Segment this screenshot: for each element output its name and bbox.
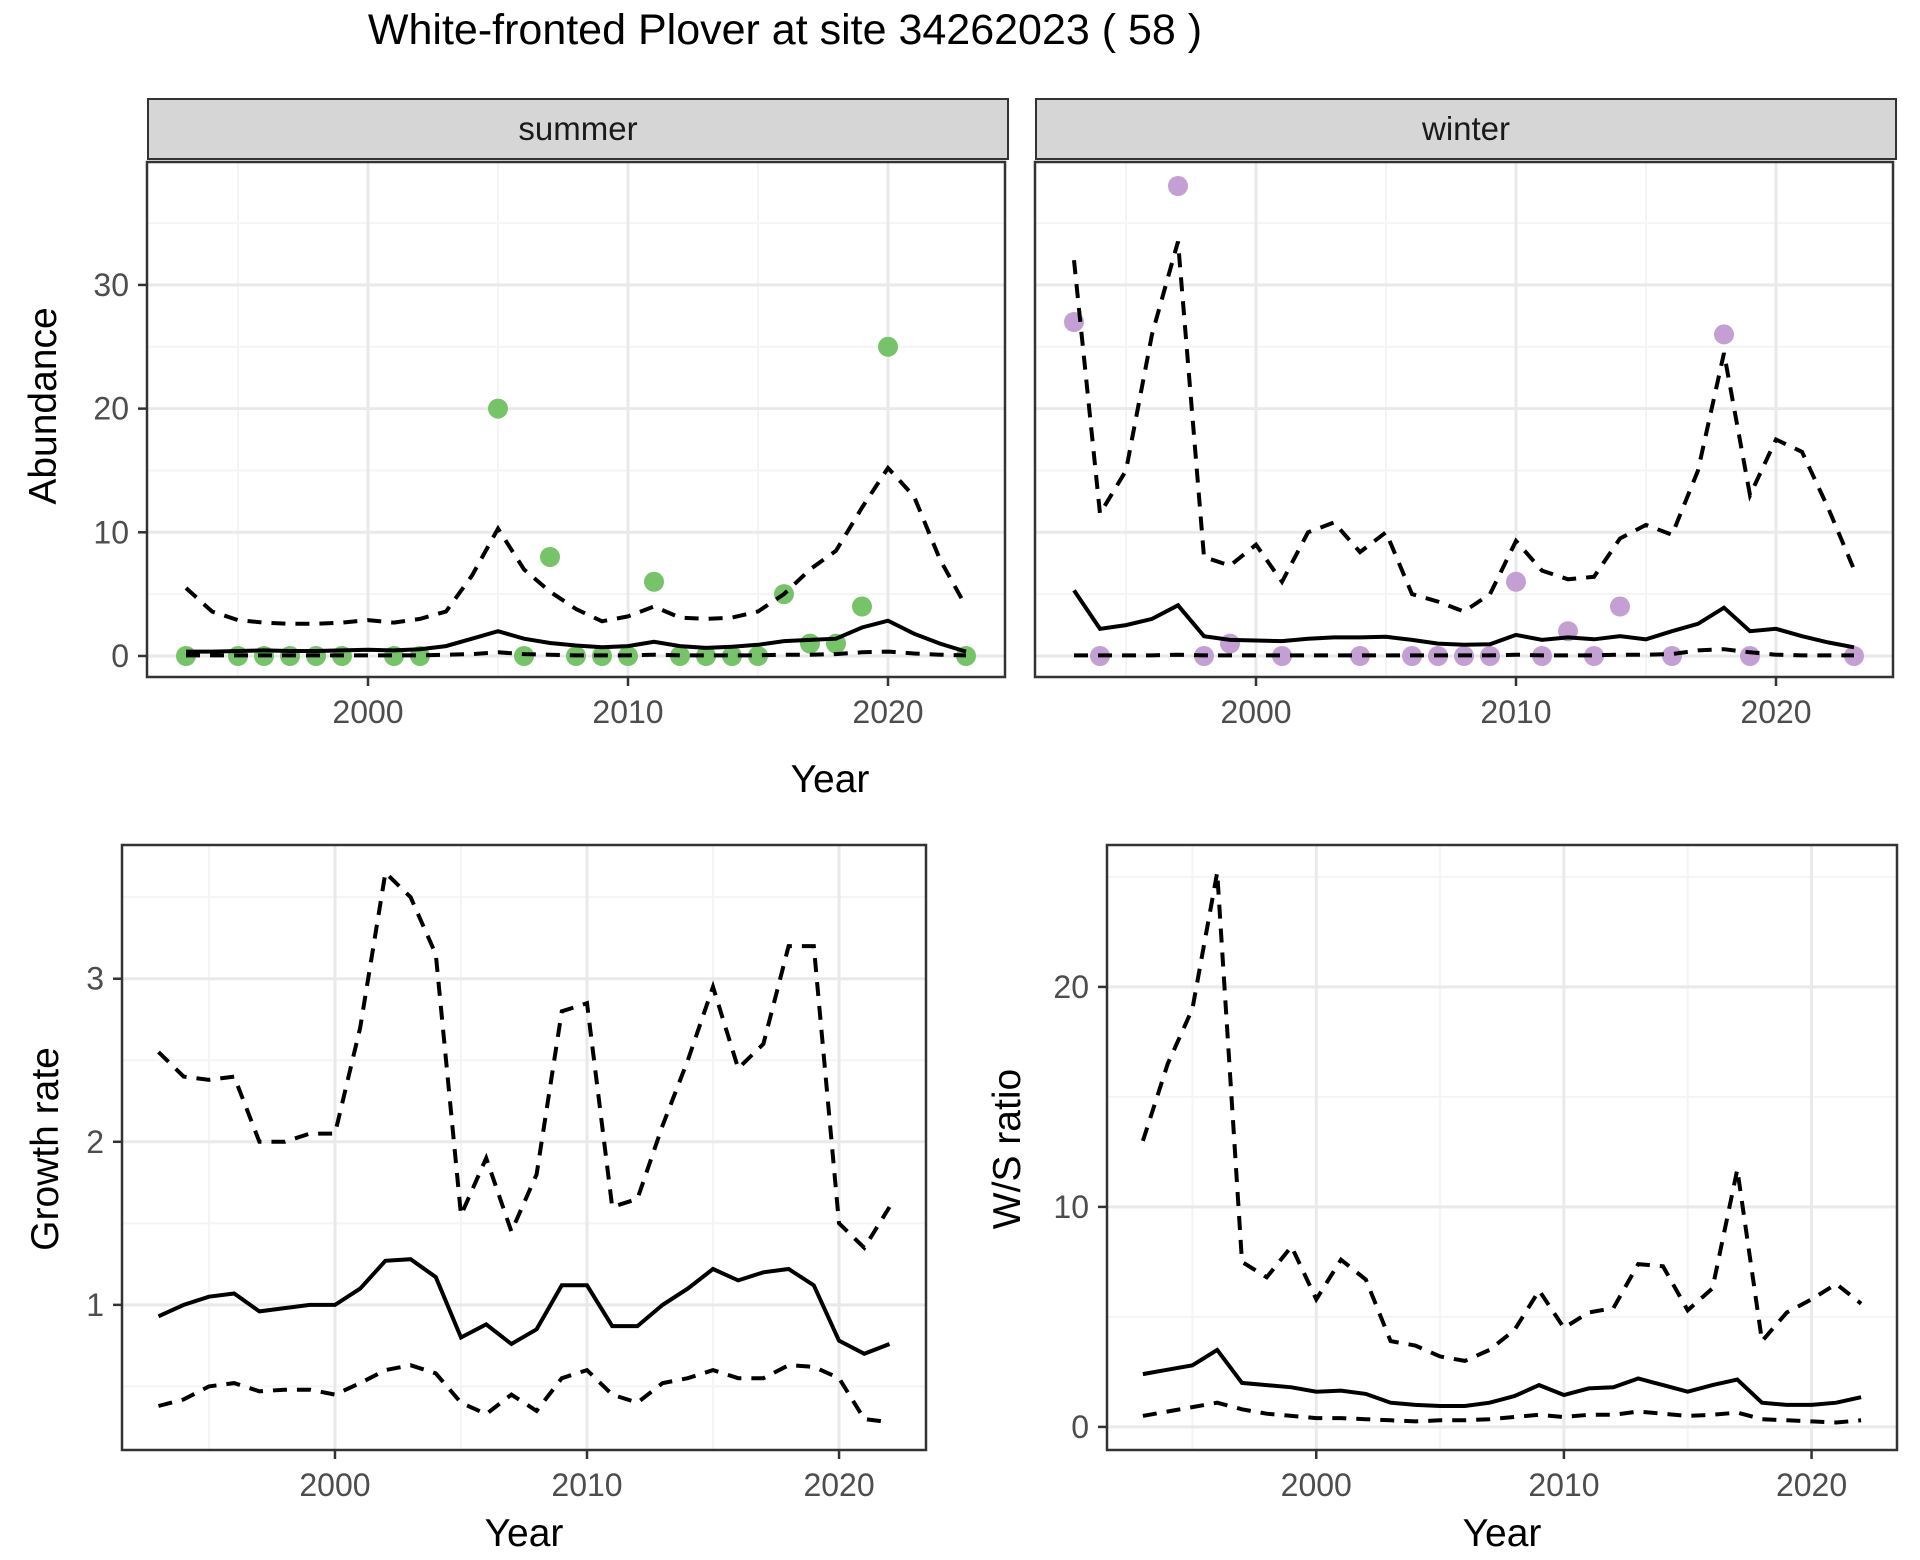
growth-rate-upper_ci-line: [157, 868, 892, 1251]
abundance-winter-point: [1740, 646, 1760, 666]
abundance-winter-series: [1064, 176, 1864, 666]
abundance-winter-mean-line: [1072, 589, 1855, 650]
x-tick-label: 2010: [592, 694, 663, 730]
ws-ratio-series: [1140, 872, 1863, 1425]
abundance-winter-point: [1168, 176, 1188, 196]
x-tick-label: 2000: [299, 1467, 370, 1503]
abundance-winter-point: [1506, 571, 1526, 592]
facet-label-winter: winter: [1421, 110, 1511, 147]
x-tick-label: 2020: [1776, 1467, 1847, 1503]
ws-ratio-lower_ci-line: [1142, 1400, 1862, 1425]
growth-rate-panel: 2000 2010 2020 1 2 3: [86, 843, 928, 1503]
x-tick-label: 2000: [1220, 694, 1291, 730]
y-tick-label: 3: [86, 961, 104, 997]
facet-label-summer: summer: [518, 110, 638, 147]
plot-title: White-fronted Plover at site 34262023 ( …: [367, 6, 1203, 54]
panel-border: [1033, 160, 1895, 679]
y-tick-label: 0: [1071, 1409, 1089, 1445]
y-tick-label: 0: [111, 638, 129, 674]
abundance-summer-panel: 2000 2010 2020 0 10 20 30: [93, 160, 1007, 730]
y-tick-label: 2: [86, 1124, 104, 1160]
facet-strip-winter: winter: [1035, 98, 1897, 160]
abundance-summer-lower_ci-line: [186, 649, 967, 658]
y-tick-label: 1: [86, 1287, 104, 1323]
x-axis-title-year-growth: Year: [484, 1512, 564, 1555]
abundance-winter-panel: 2000 2010 2020: [1033, 160, 1895, 730]
growth-rate-series: [157, 868, 892, 1425]
x-tick-label: 2010: [1528, 1467, 1599, 1503]
ws-ratio-panel: 2000 2010 2020 0 10 20: [1053, 843, 1899, 1503]
abundance-summer-upper_ci-line: [184, 464, 968, 626]
x-tick-label: 2000: [1281, 1467, 1352, 1503]
abundance-summer-point: [878, 336, 898, 357]
abundance-winter-point: [1350, 646, 1370, 666]
abundance-summer-point: [670, 646, 690, 666]
y-tick-label: 20: [1053, 969, 1089, 1005]
abundance-winter-point: [1610, 596, 1630, 617]
abundance-summer-point: [852, 596, 872, 617]
abundance-summer-point: [696, 646, 716, 666]
abundance-summer-point: [540, 547, 560, 567]
abundance-winter-point: [1662, 646, 1682, 666]
growth-rate-mean-line: [157, 1257, 891, 1356]
abundance-summer-series: [176, 336, 976, 666]
abundance-winter-point: [1714, 324, 1734, 345]
y-tick-label: 10: [1053, 1189, 1089, 1225]
x-axis-title-year-top: Year: [790, 758, 870, 801]
abundance-summer-point: [748, 646, 768, 666]
panel-border: [145, 160, 1007, 679]
facet-strip-summer: summer: [147, 98, 1009, 160]
x-tick-label: 2020: [803, 1467, 874, 1503]
abundance-summer-point: [800, 633, 820, 654]
x-tick-label: 2010: [1480, 694, 1551, 730]
x-axis-title-year-ws: Year: [1462, 1512, 1542, 1555]
abundance-summer-point: [644, 571, 664, 592]
abundance-summer-point: [722, 646, 742, 666]
x-tick-label: 2020: [1740, 694, 1811, 730]
x-tick-label: 2020: [852, 694, 923, 730]
abundance-winter-point: [1584, 646, 1604, 666]
panel-border: [1105, 843, 1899, 1452]
y-tick-label: 20: [93, 391, 129, 427]
growth-rate-lower_ci-line: [157, 1363, 890, 1425]
panel-border: [120, 843, 928, 1452]
x-tick-label: 2010: [551, 1467, 622, 1503]
y-tick-label: 10: [93, 514, 129, 550]
y-tick-label: 30: [93, 267, 129, 303]
ws-ratio-upper_ci-line: [1140, 872, 1863, 1363]
abundance-winter-upper_ci-line: [1072, 241, 1856, 614]
abundance-summer-point: [488, 398, 508, 419]
abundance-winter-point: [1272, 646, 1292, 666]
abundance-winter-lower_ci-line: [1074, 647, 1854, 658]
abundance-winter-point: [1220, 633, 1240, 654]
x-tick-label: 2000: [332, 694, 403, 730]
abundance-summer-mean-line: [186, 618, 967, 654]
ws-ratio-mean-line: [1142, 1347, 1862, 1408]
